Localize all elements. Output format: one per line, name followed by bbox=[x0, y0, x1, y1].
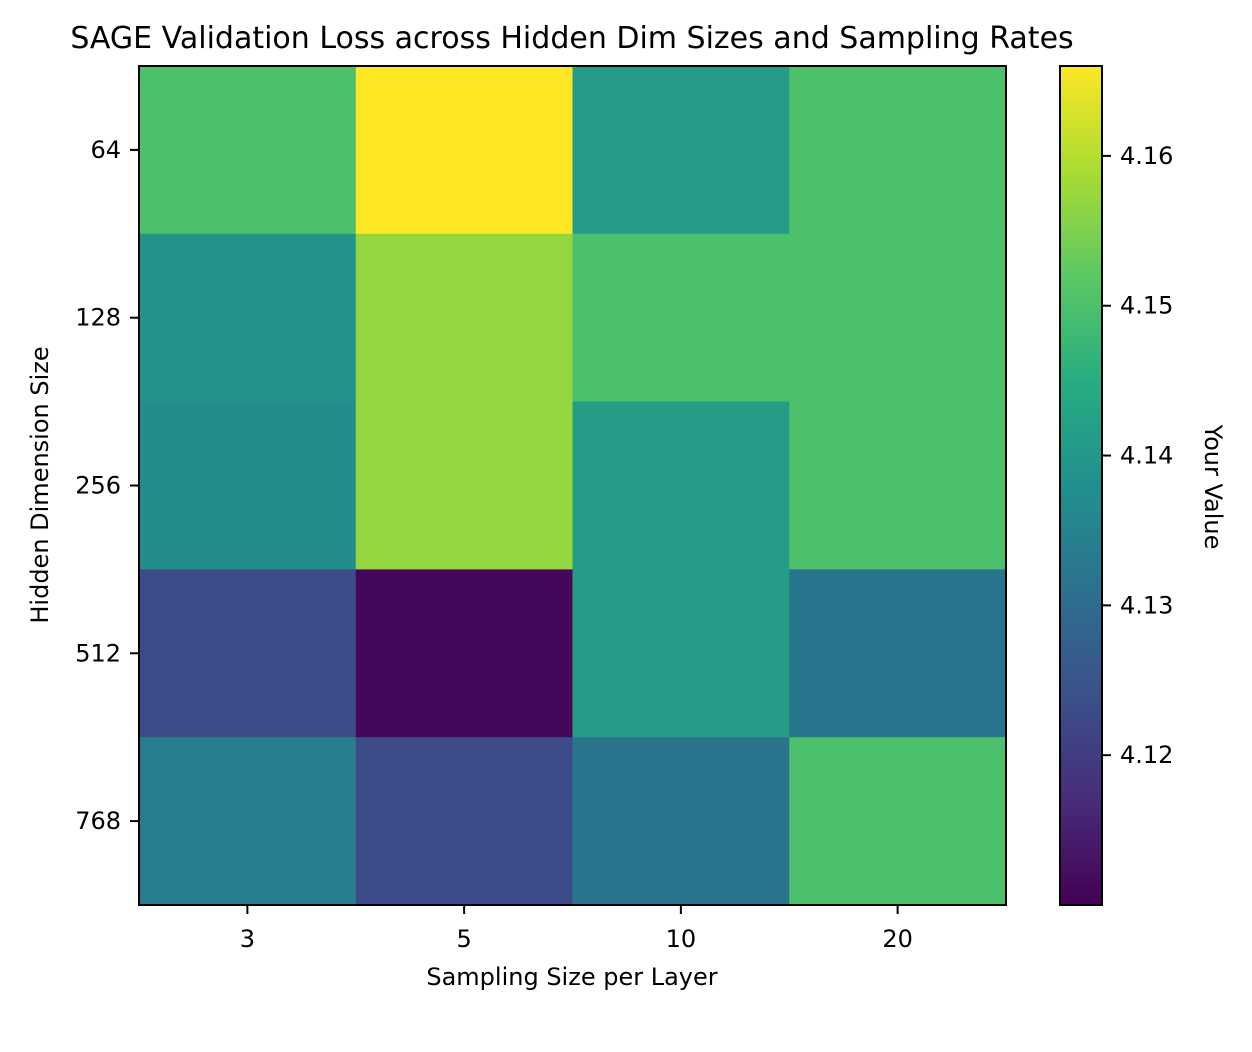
heatmap-cell bbox=[139, 737, 357, 906]
y-tick-label: 128 bbox=[75, 304, 121, 332]
heatmap-cell bbox=[789, 569, 1007, 738]
y-axis-ticks: 64 128 256 512 768 bbox=[75, 136, 139, 835]
x-axis-label: Sampling Size per Layer bbox=[426, 963, 717, 991]
x-axis-ticks: 3 5 10 20 bbox=[240, 905, 913, 953]
colorbar-tick-label: 4.12 bbox=[1120, 741, 1173, 769]
heatmap-cell bbox=[572, 66, 790, 235]
colorbar-tick-label: 4.14 bbox=[1120, 442, 1173, 470]
heatmap-cell bbox=[355, 569, 574, 738]
heatmap-cell bbox=[139, 66, 357, 235]
heatmap-cell bbox=[355, 401, 574, 570]
colorbar-tick-label: 4.15 bbox=[1120, 292, 1173, 320]
heatmap-cell bbox=[789, 66, 1007, 235]
y-tick-label: 64 bbox=[90, 136, 121, 164]
colorbar-tick-label: 4.13 bbox=[1120, 591, 1173, 619]
y-axis-label: Hidden Dimension Size bbox=[26, 346, 54, 623]
x-tick-label: 3 bbox=[240, 925, 255, 953]
heatmap-cell bbox=[139, 569, 357, 738]
heatmap-cell bbox=[139, 233, 357, 403]
heatmap-cell bbox=[572, 233, 790, 403]
y-tick-label: 256 bbox=[75, 472, 121, 500]
heatmap-cell bbox=[355, 233, 574, 403]
colorbar-ticks: 4.12 4.13 4.14 4.15 4.16 bbox=[1102, 142, 1173, 769]
heatmap-cell bbox=[572, 737, 790, 906]
heatmap-cell bbox=[789, 233, 1007, 403]
heatmap-cells bbox=[139, 66, 1007, 906]
colorbar-tick-label: 4.16 bbox=[1120, 142, 1173, 170]
heatmap-cell bbox=[572, 569, 790, 738]
chart-title: SAGE Validation Loss across Hidden Dim S… bbox=[70, 21, 1073, 56]
heatmap-cell bbox=[789, 401, 1007, 570]
heatmap-cell bbox=[355, 737, 574, 906]
heatmap-cell bbox=[789, 737, 1007, 906]
x-tick-label: 10 bbox=[666, 925, 697, 953]
heatmap-cell bbox=[572, 401, 790, 570]
x-tick-label: 20 bbox=[882, 925, 913, 953]
colorbar-label: Your Value bbox=[1199, 424, 1227, 550]
colorbar bbox=[1059, 65, 1103, 906]
x-tick-label: 5 bbox=[456, 925, 471, 953]
heatmap-cell bbox=[139, 401, 357, 570]
y-tick-label: 512 bbox=[75, 639, 121, 667]
y-tick-label: 768 bbox=[75, 807, 121, 835]
heatmap-cell bbox=[355, 66, 574, 235]
